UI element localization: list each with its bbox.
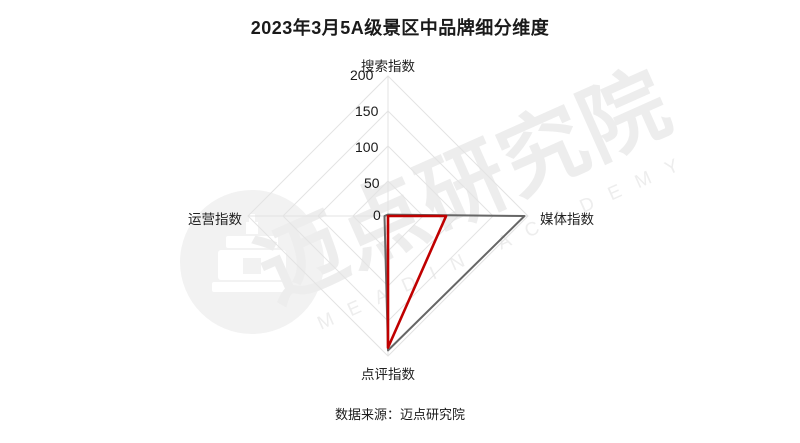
watermark: 迈点研究院 MEADIN ACADEMY bbox=[180, 54, 698, 334]
source-note: 数据来源：迈点研究院 bbox=[334, 407, 465, 422]
tick-label-0: 0 bbox=[373, 207, 381, 223]
page-title: 2023年3月5A级景区中品牌细分维度 bbox=[250, 18, 550, 38]
tick-label-150: 150 bbox=[355, 103, 379, 119]
series-polygon-red bbox=[386, 214, 448, 349]
axis-label-operation: 运营指数 bbox=[188, 212, 242, 227]
tick-label-100: 100 bbox=[355, 139, 379, 155]
axis-label-search: 搜索指数 bbox=[361, 59, 415, 74]
tick-label-200: 200 bbox=[350, 67, 374, 83]
axis-label-media: 媒体指数 bbox=[540, 212, 594, 227]
tick-label-50: 50 bbox=[364, 175, 380, 191]
axis-label-review: 点评指数 bbox=[361, 367, 415, 382]
series-polygon-gray bbox=[383, 213, 526, 352]
